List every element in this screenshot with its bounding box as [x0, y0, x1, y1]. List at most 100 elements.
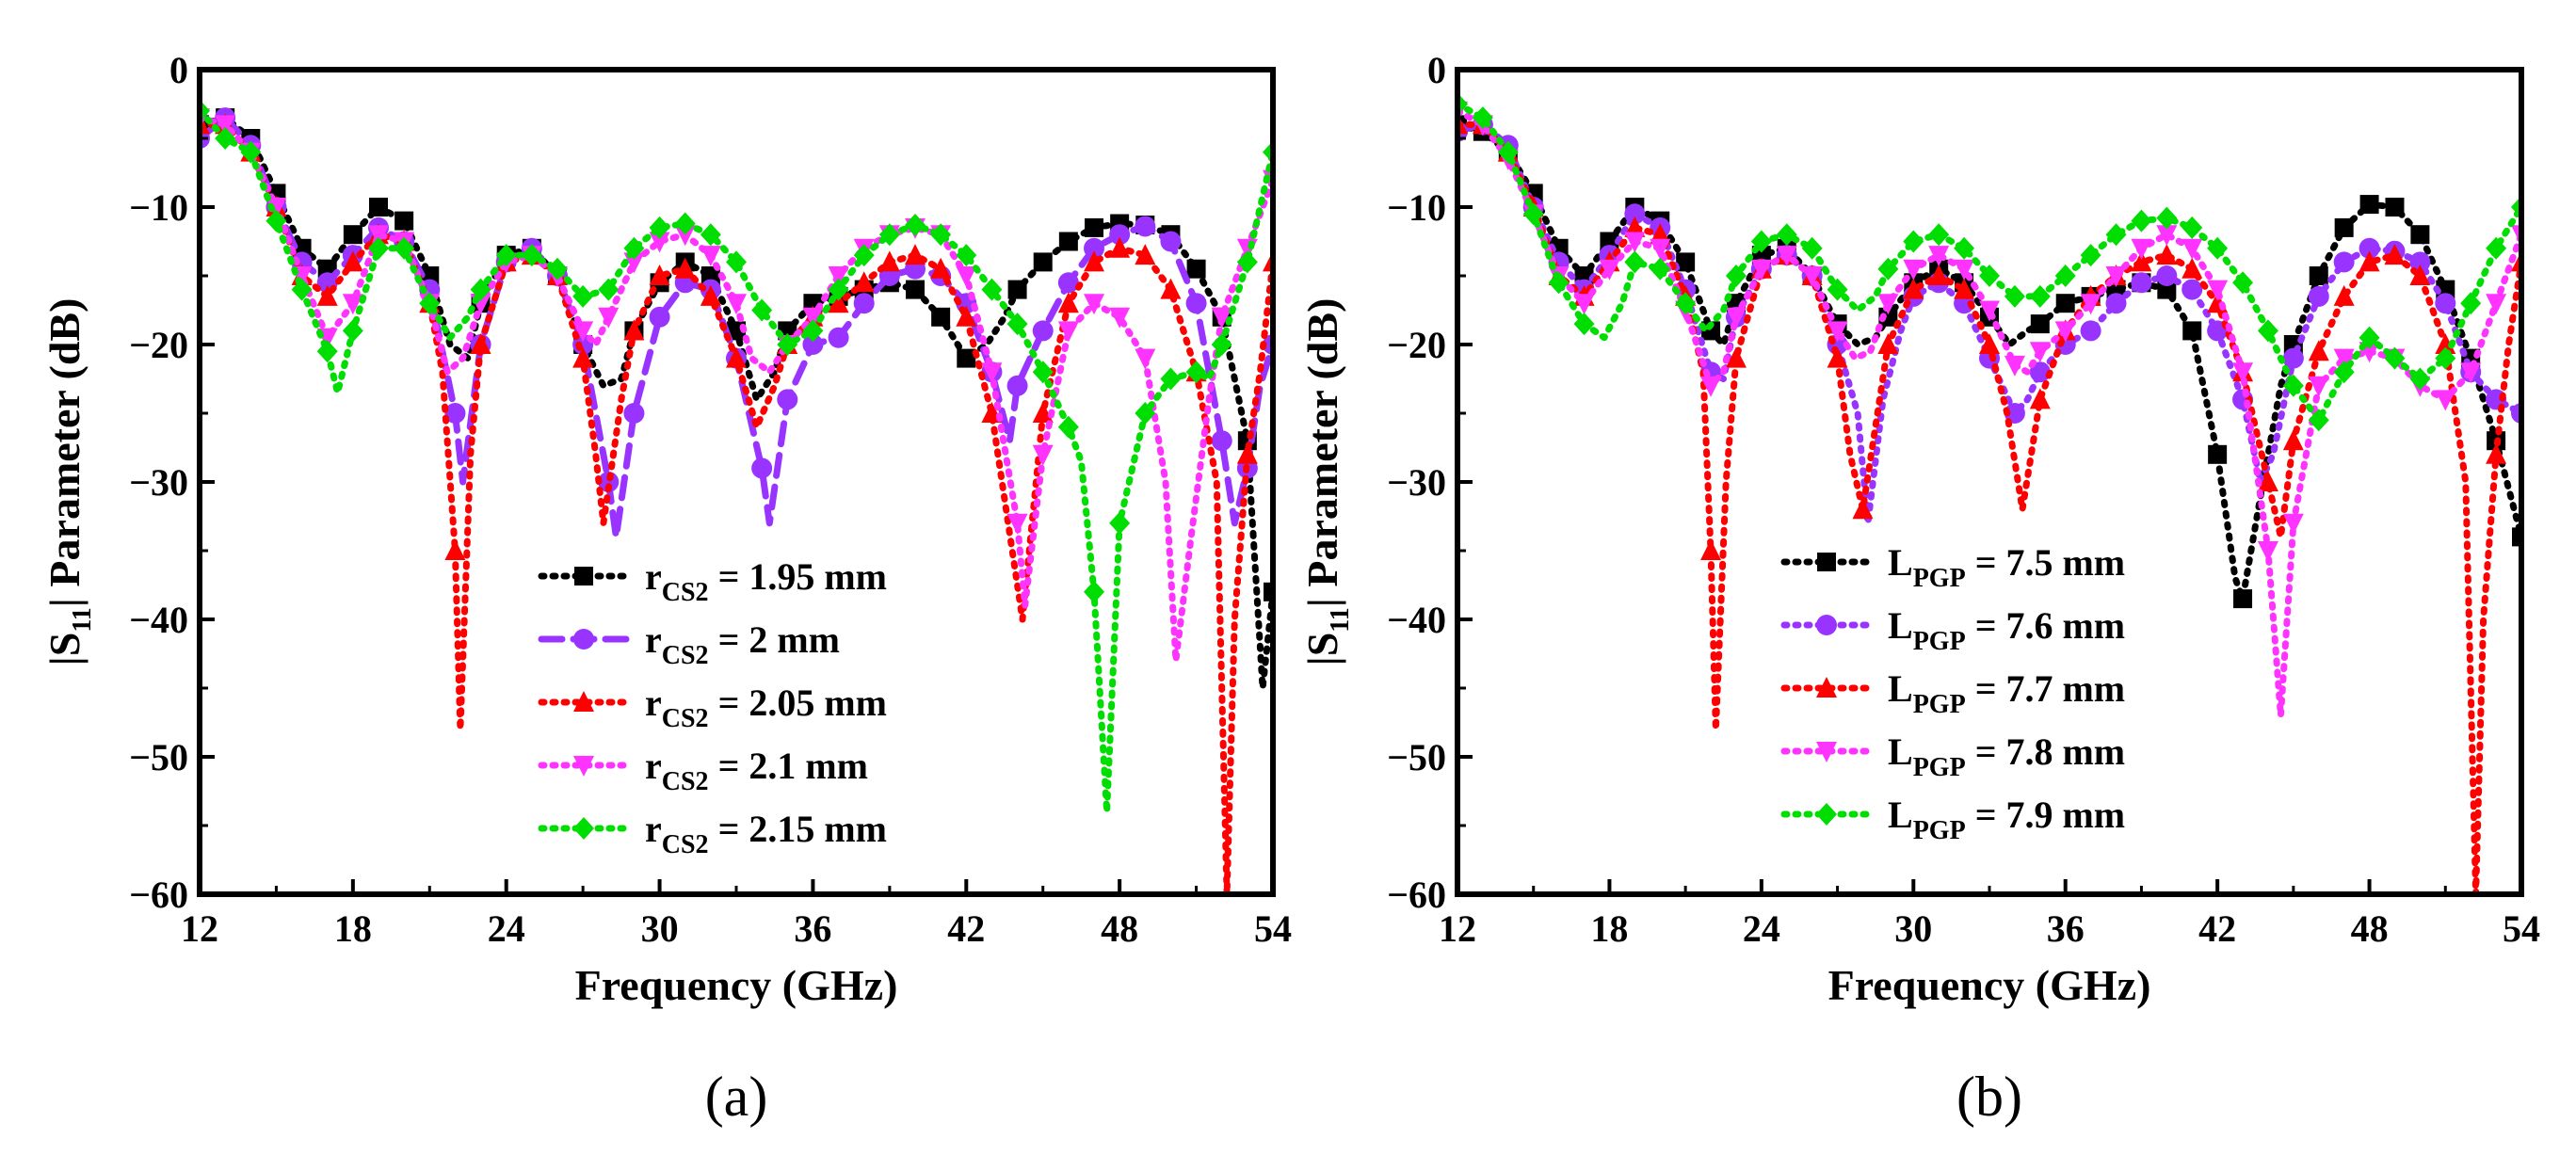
data-point: [623, 236, 645, 260]
data-point: [726, 346, 747, 368]
chart-panel: 12 18 24 30 36 42 48 54 0 −10 −20 −30 −40 −50 −60 Frequ…: [40, 49, 1292, 1128]
y-tick-label: −40: [1387, 599, 1446, 641]
data-point: [853, 244, 875, 267]
data-point: [1750, 230, 1772, 253]
data-point: [2282, 513, 2304, 535]
data-point: [368, 236, 389, 260]
data-point: [2308, 340, 2329, 361]
data-point: [1264, 582, 1273, 602]
data-point: [572, 346, 594, 368]
x-tick-label: 18: [1590, 907, 1628, 950]
data-point: [2359, 237, 2380, 259]
data-point: [2232, 271, 2254, 295]
data-point: [2333, 251, 2355, 273]
data-point: [1211, 333, 1232, 356]
series: [1457, 113, 2521, 894]
data-point: [2030, 314, 2050, 334]
data-point: [2208, 444, 2228, 464]
data-point: [906, 280, 925, 299]
data-point: [1954, 236, 1975, 260]
data-point: [802, 319, 824, 343]
x-tick-label: 12: [181, 907, 218, 950]
legend-entry: rCS2 = 2.1 mm: [645, 745, 868, 796]
data-point: [2156, 265, 2178, 286]
data-point: [215, 127, 236, 150]
data-point: [2282, 374, 2304, 397]
data-point: [2460, 362, 2482, 384]
data-point: [1057, 292, 1079, 313]
data-point: [547, 257, 568, 281]
data-point: [1032, 444, 1054, 466]
data-point: [1160, 278, 1182, 299]
data-point: [2460, 292, 2482, 315]
data-point: [1135, 244, 1156, 265]
data-point: [1135, 216, 1156, 237]
legend: LPGP = 7.5 mm LPGP = 7.6 mm LPGP = 7.7 mm L…: [1780, 541, 2125, 845]
panel-label: (b): [1956, 1066, 2022, 1128]
data-point: [1084, 250, 1104, 272]
x-tick-label: 36: [794, 907, 831, 950]
data-point: [2182, 257, 2203, 279]
data-point: [1109, 307, 1131, 329]
data-point: [419, 292, 441, 315]
legend-marker: [1816, 803, 1837, 826]
data-point: [1186, 259, 1206, 279]
legend-marker: [1816, 742, 1837, 762]
data-point: [2282, 429, 2304, 451]
x-tick-label: 42: [947, 907, 985, 950]
legend-entry: rCS2 = 2 mm: [645, 618, 840, 670]
y-tick-label: −30: [1387, 461, 1446, 504]
data-point: [2309, 266, 2328, 285]
data-point: [1032, 320, 1054, 342]
data-point: [828, 292, 849, 313]
data-point: [2435, 293, 2456, 314]
data-point: [2207, 280, 2229, 301]
data-point: [572, 321, 594, 343]
data-point: [1006, 513, 1028, 535]
data-point: [1135, 402, 1156, 425]
series: [200, 99, 1273, 815]
data-point: [1109, 236, 1131, 258]
data-point: [2080, 294, 2101, 315]
data-point: [956, 266, 977, 287]
legend-entry: LPGP = 7.6 mm: [1888, 604, 2125, 656]
data-point: [649, 232, 670, 253]
data-point: [1675, 292, 1697, 315]
y-tick-label: −20: [1387, 324, 1446, 366]
data-point: [2435, 390, 2456, 411]
data-point: [1650, 238, 1671, 260]
data-point: [1085, 217, 1103, 237]
data-point: [2435, 333, 2456, 354]
x-axis-label: Frequency (GHz): [1828, 961, 2151, 1009]
data-point: [1084, 580, 1104, 603]
data-point: [1624, 203, 1646, 225]
data-point: [2182, 216, 2203, 239]
data-point: [2384, 244, 2406, 265]
data-point: [674, 257, 696, 279]
data-point: [2512, 527, 2521, 547]
data-point: [726, 250, 747, 274]
data-point: [1801, 236, 1823, 260]
data-point: [2486, 442, 2507, 464]
y-tick-label: 0: [1427, 49, 1446, 91]
data-point: [2131, 209, 2152, 233]
data-point: [1903, 278, 1924, 299]
data-point: [1160, 231, 1182, 252]
data-point: [828, 327, 849, 348]
y-tick-label: −50: [1387, 736, 1446, 778]
data-point: [1776, 223, 1797, 247]
x-tick-label: 54: [1254, 907, 1292, 950]
data-point: [1928, 265, 1950, 285]
data-point: [777, 333, 798, 356]
data-point: [1725, 265, 1747, 287]
data-point: [2334, 217, 2354, 237]
x-tick-label: 48: [1101, 907, 1138, 950]
data-point: [444, 403, 466, 424]
data-point: [2308, 285, 2329, 307]
data-point: [1599, 259, 1620, 281]
data-point: [828, 278, 849, 301]
panel-label: (a): [705, 1066, 768, 1128]
x-tick-label: 12: [1439, 907, 1476, 950]
data-point: [1057, 415, 1079, 439]
data-point: [1522, 202, 1544, 226]
